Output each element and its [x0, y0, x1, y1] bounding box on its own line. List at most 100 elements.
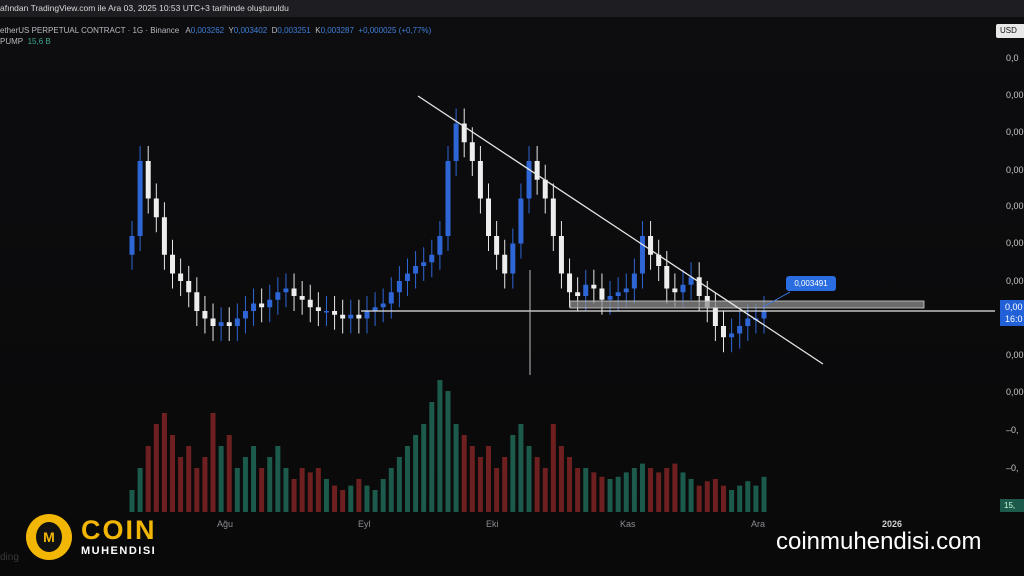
volume-bar	[518, 424, 524, 512]
volume-bar	[453, 424, 459, 512]
volume-bar	[696, 485, 702, 512]
high-label: Y	[228, 26, 234, 35]
candle-body	[429, 254, 435, 263]
volume-bar	[291, 479, 297, 512]
candle-body	[696, 277, 702, 296]
countdown-value: 16:0	[1005, 314, 1023, 324]
volume-bar	[388, 468, 394, 512]
candle-body	[404, 273, 410, 281]
candle-body	[656, 254, 662, 266]
price-axis-label: –0,	[1006, 463, 1019, 473]
volume-bar	[469, 446, 475, 512]
volume-bar	[745, 481, 751, 512]
open-value: 0,003262	[190, 26, 225, 35]
candle-body	[218, 322, 224, 326]
volume-bar	[340, 490, 346, 512]
volume-bar	[494, 468, 500, 512]
volume-bar	[307, 472, 313, 512]
volume-bar	[445, 391, 451, 512]
candle-body	[591, 284, 597, 289]
volume-row: PUMP 15,6 B	[0, 36, 431, 47]
candle-body	[623, 288, 629, 293]
close-label: K	[315, 26, 321, 35]
candle-body	[558, 236, 564, 274]
time-axis-label: Ara	[751, 519, 766, 529]
volume-bar	[550, 424, 556, 512]
price-axis-label: 0,00	[1006, 165, 1024, 175]
volume-tag: 15,	[1000, 499, 1024, 512]
time-axis-label: Eyl	[358, 519, 371, 529]
candle-body	[356, 314, 362, 319]
resistance-box[interactable]	[569, 300, 925, 309]
candle-body	[421, 262, 427, 266]
candle-body	[648, 236, 654, 255]
candle-body	[494, 236, 500, 255]
candle-body	[615, 292, 621, 296]
volume-bar	[623, 472, 629, 512]
candle-body	[275, 292, 281, 300]
candle-body	[599, 288, 605, 300]
price-axis-label: 0,00	[1006, 90, 1024, 100]
candle-body	[672, 288, 678, 293]
volume-bar	[323, 479, 329, 512]
change-value: +0,000025 (+0,77%)	[358, 26, 432, 35]
volume-bar	[194, 468, 200, 512]
tradingview-watermark: ding	[0, 552, 19, 563]
volume-bar	[720, 485, 726, 512]
candle-body	[461, 123, 467, 143]
candle-body	[583, 284, 589, 296]
volume-bar	[526, 446, 532, 512]
candle-body	[639, 236, 645, 274]
price-callout[interactable]: 0,003491	[786, 276, 836, 291]
price-axis-label: 0,0	[1006, 53, 1019, 63]
descending-trendline[interactable]	[417, 95, 824, 365]
candle-body	[437, 236, 443, 255]
time-axis-label: Eki	[486, 519, 499, 529]
candle-body	[226, 322, 232, 326]
volume-bar	[583, 468, 589, 512]
volume-bar	[234, 468, 240, 512]
candle-body	[210, 318, 216, 326]
candle-body	[137, 161, 143, 236]
candle-body	[413, 266, 419, 274]
candle-body	[202, 311, 208, 319]
candle-body	[729, 333, 735, 338]
candle-body	[453, 123, 459, 161]
website-text: coinmuhendisi.com	[776, 528, 982, 555]
volume-value: 15,6 B	[27, 37, 51, 46]
candle-body	[445, 161, 451, 236]
candle-body	[477, 161, 483, 199]
volume-bar	[178, 457, 184, 512]
candle-body	[145, 161, 151, 199]
volume-bars	[129, 380, 767, 512]
candle-body	[607, 296, 613, 300]
volume-bar	[129, 490, 135, 512]
volume-bar	[251, 446, 257, 512]
volume-bar	[712, 479, 718, 512]
volume-bar	[486, 446, 492, 512]
current-price-value: 0,00	[1005, 302, 1023, 312]
volume-bar	[275, 446, 281, 512]
volume-bar	[615, 476, 621, 512]
currency-button[interactable]: USD	[996, 24, 1024, 38]
time-axis-label: 2026	[882, 519, 903, 529]
low-label: D	[271, 26, 278, 35]
candle-body	[372, 307, 378, 311]
candle-body	[364, 311, 370, 319]
volume-bar	[404, 446, 410, 512]
volume-bar	[591, 472, 597, 512]
candle-body	[340, 314, 346, 319]
candle-body	[575, 292, 581, 296]
candle-body	[380, 303, 386, 308]
volume-bar	[567, 457, 573, 512]
candle-body	[299, 296, 305, 300]
tradingview-attribution-bar: afından TradingView.com ile Ara 03, 2025…	[0, 0, 1024, 17]
candle-body	[680, 284, 686, 293]
volume-bar	[161, 413, 167, 512]
open-label: A	[185, 26, 191, 35]
volume-bar	[332, 485, 338, 512]
candle-body	[688, 277, 694, 285]
price-axis-label: 0,00	[1006, 201, 1024, 211]
logo-wordmark: COIN	[81, 515, 157, 545]
